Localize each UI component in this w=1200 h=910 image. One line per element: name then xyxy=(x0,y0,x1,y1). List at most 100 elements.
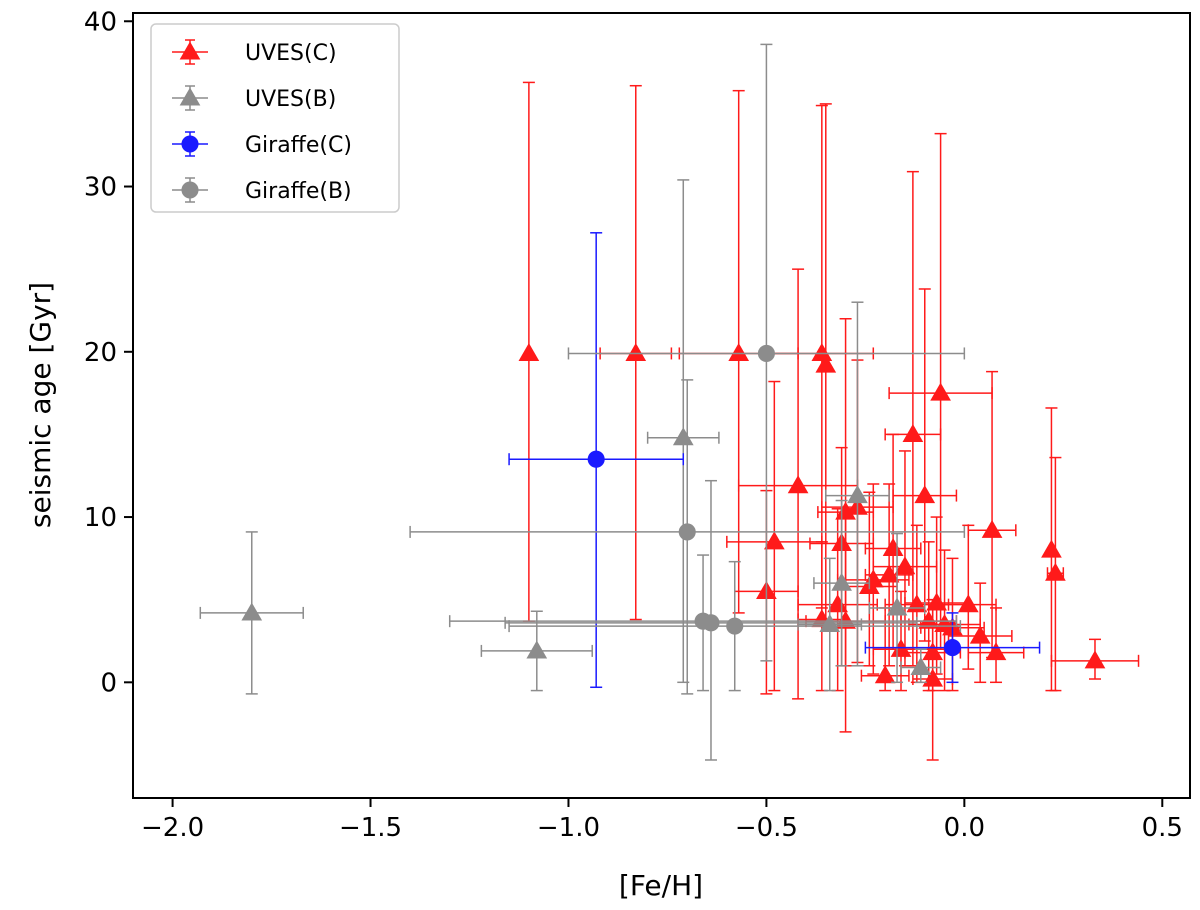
data-point xyxy=(199,531,304,695)
data-point xyxy=(518,81,540,622)
data-marker xyxy=(787,475,809,494)
legend-box xyxy=(150,23,400,213)
data-marker xyxy=(957,594,979,613)
data-marker xyxy=(728,343,750,362)
data-marker xyxy=(914,485,936,504)
data-marker xyxy=(874,665,896,684)
data-marker xyxy=(241,602,263,621)
legend-entry: UVES(C) xyxy=(172,39,337,66)
data-point xyxy=(726,380,823,692)
data-point xyxy=(967,607,1025,684)
data-point xyxy=(797,541,847,692)
legend-marker xyxy=(181,181,199,199)
data-marker xyxy=(1045,562,1066,581)
data-marker xyxy=(757,344,775,362)
data-marker xyxy=(894,556,916,575)
y-tick-label: 30 xyxy=(84,173,117,203)
data-point xyxy=(1045,456,1066,692)
data-marker xyxy=(902,423,924,442)
legend-label: UVES(B) xyxy=(245,87,336,112)
legend-entry: Giraffe(B) xyxy=(172,177,352,204)
series-giraffeb xyxy=(409,43,966,761)
data-point xyxy=(864,612,1041,684)
data-point xyxy=(892,288,958,642)
data-point xyxy=(1041,407,1062,692)
data-marker xyxy=(926,592,947,611)
data-marker xyxy=(930,382,951,401)
data-marker xyxy=(882,538,904,557)
x-axis: −2.0 −1.5 −1.0 −0.5 0.0 0.5 xyxy=(141,798,1183,843)
data-marker xyxy=(910,657,932,676)
data-point xyxy=(797,557,863,692)
data-point xyxy=(646,179,720,684)
data-point xyxy=(480,610,593,692)
legend-marker xyxy=(179,87,201,106)
data-point xyxy=(504,479,918,761)
x-tick-label: −1.0 xyxy=(537,813,600,843)
legend-label: Giraffe(C) xyxy=(245,133,352,158)
data-point xyxy=(872,450,938,667)
data-marker xyxy=(1041,539,1062,558)
y-tick-label: 0 xyxy=(100,668,117,698)
series-giraffec xyxy=(508,232,1041,689)
legend-entry: Giraffe(C) xyxy=(172,131,352,158)
series-uvesc xyxy=(518,81,1140,761)
data-point xyxy=(678,89,799,614)
data-point xyxy=(967,370,1017,659)
data-marker xyxy=(726,617,744,635)
data-point xyxy=(813,499,871,667)
data-marker xyxy=(922,668,944,687)
data-point xyxy=(912,598,954,761)
data-point xyxy=(864,483,914,667)
data-point xyxy=(947,582,1013,684)
x-axis-label: [Fe/H] xyxy=(619,869,703,902)
y-axis: 0 10 20 30 40 xyxy=(84,7,133,698)
data-marker xyxy=(981,519,1003,538)
data-marker xyxy=(827,594,849,613)
data-point xyxy=(737,268,859,700)
data-marker xyxy=(886,597,908,616)
y-axis-label: seismic age [Gyr] xyxy=(24,282,57,528)
data-point xyxy=(797,508,879,692)
legend-marker xyxy=(181,135,199,153)
y-tick-label: 40 xyxy=(84,7,117,37)
data-point xyxy=(868,532,926,684)
data-marker xyxy=(1084,650,1106,669)
data-marker xyxy=(625,343,647,362)
legend-label: UVES(C) xyxy=(245,41,337,66)
data-point xyxy=(567,43,966,662)
legend-entry: UVES(B) xyxy=(172,85,336,112)
y-tick-label: 20 xyxy=(84,338,117,368)
data-marker xyxy=(763,531,785,550)
data-marker xyxy=(518,343,540,362)
data-point xyxy=(599,84,673,621)
data-marker xyxy=(672,427,694,446)
data-point xyxy=(825,301,890,667)
data-marker xyxy=(969,625,991,644)
series-uvesb xyxy=(199,179,942,695)
legend-marker xyxy=(179,41,201,60)
x-tick-label: −2.0 xyxy=(141,813,204,843)
data-marker xyxy=(985,642,1007,661)
data-marker xyxy=(587,450,605,468)
legend: UVES(C) UVES(B) Giraffe(C) Giraffe(B) xyxy=(150,23,400,213)
data-marker xyxy=(847,485,868,504)
y-tick-label: 10 xyxy=(84,503,117,533)
legend-label: Giraffe(B) xyxy=(245,179,352,204)
plot-frame xyxy=(132,12,1191,799)
x-tick-label: 0.0 xyxy=(944,813,985,843)
data-marker xyxy=(702,614,720,632)
data-point xyxy=(1050,638,1140,680)
data-point xyxy=(815,103,837,626)
x-tick-label: 0.5 xyxy=(1142,813,1183,843)
data-point xyxy=(900,648,942,684)
x-tick-label: −1.5 xyxy=(339,813,402,843)
x-tick-label: −0.5 xyxy=(735,813,798,843)
data-marker xyxy=(526,640,548,659)
chart-marks xyxy=(199,43,1140,761)
data-marker xyxy=(811,343,833,362)
data-marker xyxy=(831,572,852,591)
data-point xyxy=(884,170,942,667)
data-marker xyxy=(815,354,837,373)
